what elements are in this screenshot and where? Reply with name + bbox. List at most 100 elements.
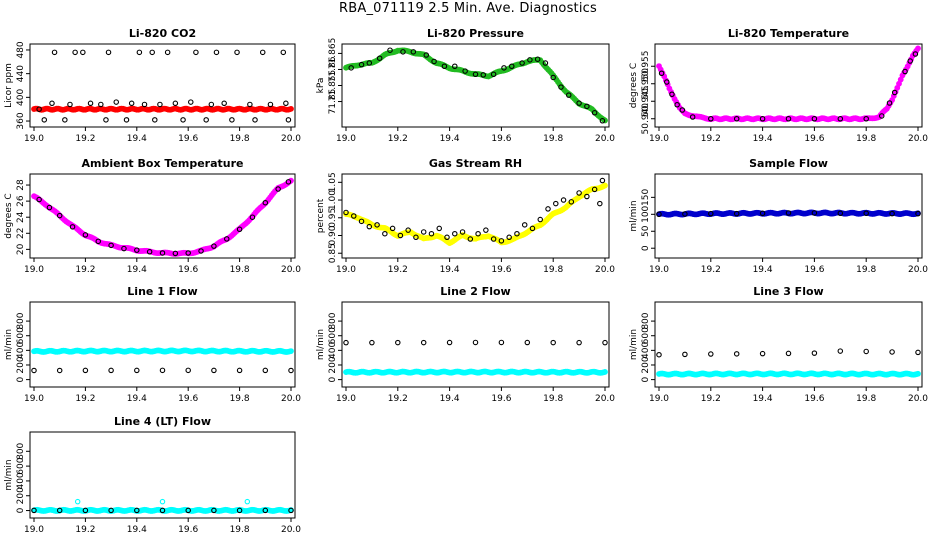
data-point — [599, 177, 606, 184]
x-tick-label: 20.0 — [908, 134, 928, 144]
data-point — [420, 229, 427, 235]
x-tick-label: 19.0 — [336, 394, 356, 404]
data-point — [67, 101, 73, 108]
x-tick-label: 19.0 — [24, 394, 44, 404]
x-tick-label: 19.4 — [127, 134, 147, 144]
data-point — [95, 238, 102, 245]
data-point — [198, 248, 204, 254]
x-tick-label: 19.0 — [649, 265, 669, 275]
x-tick-label: 19.4 — [440, 134, 460, 144]
data-point — [172, 100, 179, 107]
y-tick-label: 440 — [16, 65, 26, 82]
x-tick-label: 19.2 — [75, 265, 95, 275]
y-tick-label: 28 — [16, 179, 26, 191]
x-tick-label: 19.8 — [230, 394, 250, 404]
data-point — [837, 210, 844, 217]
data-point — [498, 238, 505, 244]
data-point — [358, 61, 365, 68]
y-tick-label: 800 — [16, 442, 26, 459]
data-point — [837, 116, 844, 122]
data-point — [288, 177, 294, 184]
x-tick-label: 19.2 — [388, 134, 408, 144]
data-point — [863, 210, 869, 217]
data-point — [159, 507, 166, 514]
x-tick-label: 19.4 — [127, 525, 147, 535]
data-point — [902, 68, 908, 75]
panel-title: Ambient Box Temperature — [82, 157, 244, 170]
data-point — [366, 223, 373, 230]
data-point — [108, 367, 114, 374]
data-point — [288, 348, 294, 355]
y-tick-label: 0 — [16, 376, 26, 382]
x-tick-label: 20.0 — [595, 265, 615, 275]
y-tick-label: 71.855 — [328, 70, 338, 102]
plot-frame — [654, 43, 923, 128]
data-point — [123, 117, 130, 123]
y-tick-label: 100 — [641, 205, 651, 222]
data-point — [915, 210, 921, 217]
data-point — [886, 100, 893, 106]
x-tick-label: 19.2 — [75, 525, 95, 535]
data-point — [80, 49, 86, 56]
data-point — [262, 367, 269, 374]
data-series-1 — [31, 105, 294, 113]
y-tick-label: 150 — [641, 188, 651, 205]
data-point — [878, 113, 885, 119]
data-point — [136, 49, 143, 56]
data-point — [785, 210, 792, 216]
y-tick-label: 1.00 — [328, 190, 338, 210]
data-point — [837, 348, 844, 354]
x-tick-label: 19.8 — [230, 134, 250, 144]
data-point — [51, 49, 58, 56]
data-point — [514, 230, 520, 237]
data-point — [428, 230, 435, 237]
data-point — [236, 507, 243, 514]
y-tick-label: 50.950 — [641, 68, 651, 100]
data-series-2 — [658, 51, 919, 122]
data-point — [475, 230, 481, 237]
y-tick-label: 50.955 — [641, 51, 651, 83]
data-point — [82, 507, 89, 514]
data-point — [105, 49, 112, 56]
data-point — [159, 367, 166, 374]
data-point — [542, 60, 549, 66]
panel-title: Line 4 (LT) Flow — [114, 415, 211, 428]
data-point — [431, 58, 437, 65]
x-tick-label: 19.6 — [804, 134, 824, 144]
data-series-1 — [343, 368, 608, 376]
data-point — [708, 210, 714, 217]
x-tick-label: 19.6 — [178, 265, 198, 275]
y-tick-label: 400 — [16, 472, 26, 489]
plot-frame — [29, 301, 296, 388]
x-tick-label: 19.0 — [336, 134, 356, 144]
data-point — [467, 236, 474, 242]
data-point — [134, 507, 140, 514]
data-point — [213, 49, 220, 56]
data-point — [521, 222, 528, 228]
data-point — [62, 117, 68, 123]
data-point — [395, 339, 401, 346]
x-tick-label: 19.8 — [856, 394, 876, 404]
data-point — [259, 49, 266, 56]
data-point — [689, 114, 696, 120]
data-point — [159, 498, 166, 505]
x-tick-label: 19.4 — [753, 394, 773, 404]
y-tick-label: 0 — [16, 507, 26, 513]
data-point — [146, 249, 153, 255]
x-tick-label: 20.0 — [281, 394, 301, 404]
x-tick-label: 19.8 — [230, 265, 250, 275]
data-point — [389, 225, 396, 232]
x-tick-label: 19.4 — [440, 265, 460, 275]
data-point — [915, 45, 921, 52]
data-point — [584, 103, 590, 110]
data-point — [134, 247, 140, 253]
x-tick-label: 19.0 — [649, 394, 669, 404]
x-tick-label: 19.2 — [75, 394, 95, 404]
x-tick-label: 20.0 — [281, 525, 301, 535]
data-point — [283, 100, 289, 107]
data-point — [229, 117, 235, 123]
data-point — [915, 370, 921, 377]
data-point — [234, 49, 240, 56]
data-series-2 — [36, 179, 292, 257]
data-point — [134, 367, 140, 374]
